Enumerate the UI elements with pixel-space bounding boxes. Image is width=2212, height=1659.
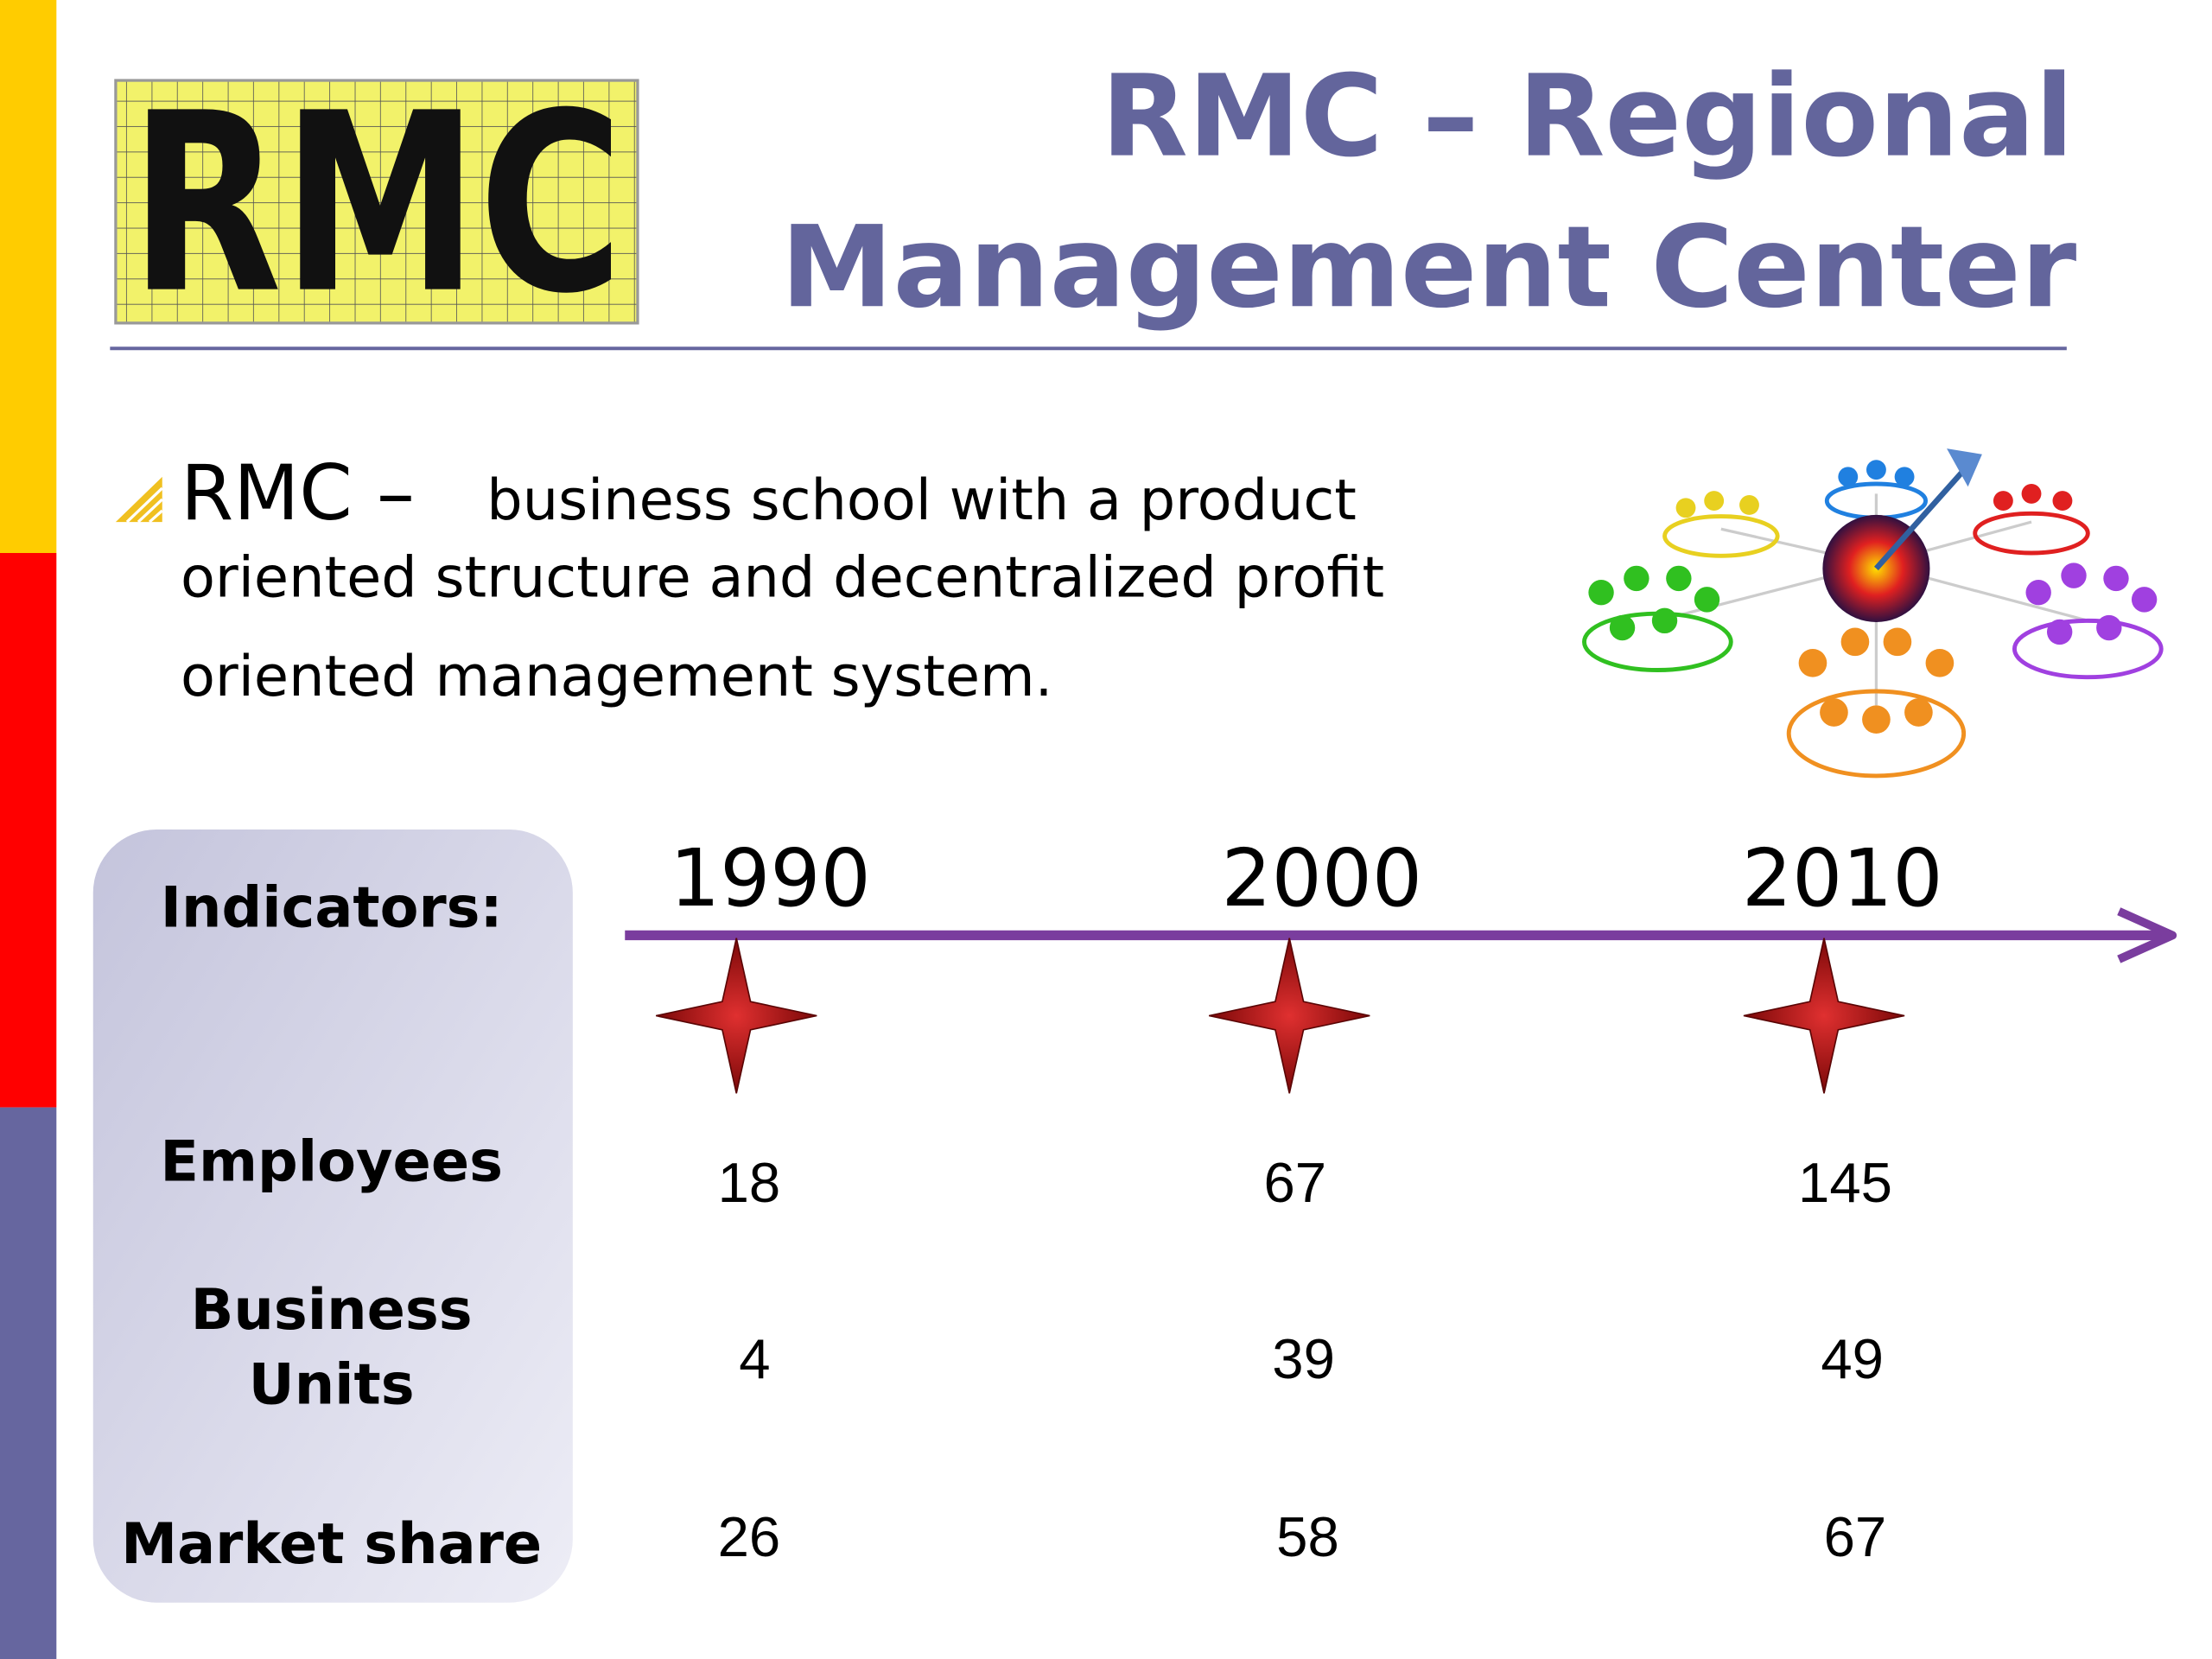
network-illustration [1582,448,2164,779]
indicator-label: Employees [160,1129,503,1195]
title-line: Management Center [781,201,2077,333]
year-label: 1990 [670,832,871,925]
indicator-value: 26 [718,1505,781,1568]
milestone-star [656,938,817,1094]
logo-text: RMC [130,61,623,348]
indicator-value: 145 [1798,1151,1892,1214]
timeline-arrow [625,907,2177,963]
side-bar [0,1107,57,1659]
bullet-text: oriented management system. [181,644,1052,709]
bullet-text: business school with a product [486,467,1357,533]
indicator-value: 18 [718,1151,781,1214]
milestone-star [1209,938,1370,1094]
logo: RMC [114,61,639,348]
side-bar [0,0,57,553]
year-label: 2010 [1742,832,1943,925]
bullet-text: oriented structure and decentralized pro… [181,545,1384,611]
year-label: 2000 [1221,832,1422,925]
bullet-lead: RMC – [181,448,415,537]
indicator-value: 49 [1821,1327,1884,1390]
bullet-icon [115,476,163,524]
timeline-table: 1990 2000 2010 Employees 18 67 145 Business Unit… [121,832,1942,1577]
indicator-value: 4 [739,1327,770,1390]
indicator-label: Business [191,1277,473,1343]
title-line: RMC – Regional [1101,51,2074,182]
indicator-label: Market share [121,1511,542,1577]
indicator-value: 67 [1263,1151,1326,1214]
indicator-value: 39 [1272,1327,1335,1390]
milestone-star [1743,938,1905,1094]
indicator-value: 58 [1276,1505,1339,1568]
logo-box [114,79,639,325]
indicator-value: 67 [1824,1505,1887,1568]
indicators-panel [92,830,573,1603]
indicators-label: Indicators: [161,875,503,941]
side-bar [0,553,57,1108]
indicator-label: Units [249,1351,415,1417]
